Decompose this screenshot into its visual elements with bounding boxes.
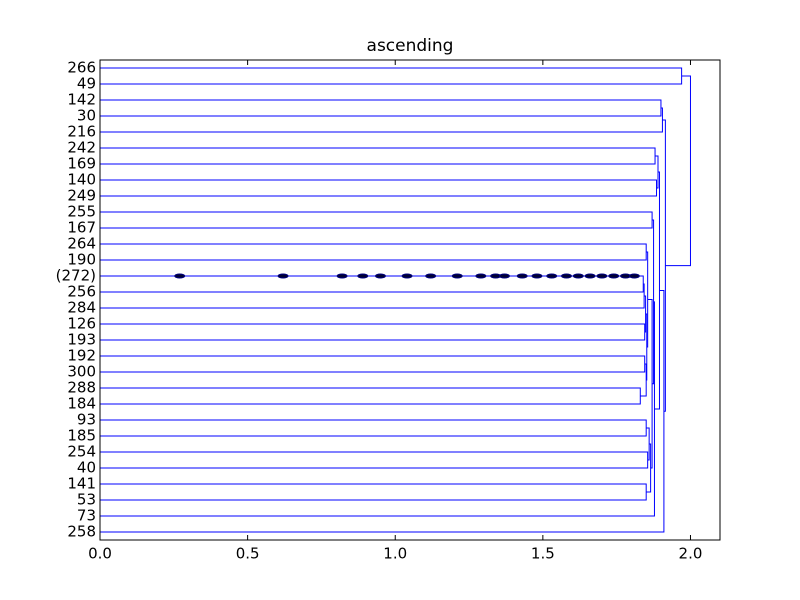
contraction-mark <box>498 273 510 279</box>
contraction-mark <box>560 273 572 279</box>
link <box>665 75 691 267</box>
leaf-label: 169 <box>67 155 96 173</box>
leaf-label: (272) <box>56 267 96 285</box>
leaf-label: 49 <box>77 75 96 93</box>
leaf-label: 167 <box>67 219 96 237</box>
link <box>654 171 660 410</box>
contraction-mark <box>336 273 348 279</box>
link <box>647 299 653 469</box>
contraction-mark <box>584 273 596 279</box>
link <box>640 363 647 397</box>
contraction-mark <box>475 273 487 279</box>
leaf-label: 284 <box>67 299 96 317</box>
contraction-mark <box>277 273 289 279</box>
leaf-label: 141 <box>67 475 96 493</box>
leaf-label: 242 <box>67 139 96 157</box>
leaf-label: 258 <box>67 523 96 541</box>
leaf-label: 140 <box>67 171 96 189</box>
leaf-label: 249 <box>67 187 96 205</box>
link <box>652 219 655 385</box>
link <box>100 99 662 117</box>
leaf-label: 142 <box>67 91 96 109</box>
leaf-label: 40 <box>77 459 96 477</box>
leaf-label: 256 <box>67 283 96 301</box>
x-tick-label: 2.0 <box>679 545 703 563</box>
link <box>100 301 655 517</box>
leaf-label: 53 <box>77 491 96 509</box>
x-tick-label: 1.0 <box>383 545 407 563</box>
link <box>100 211 653 229</box>
leaf-label: 30 <box>77 107 96 125</box>
leaf-label: 255 <box>67 203 96 221</box>
leaf-label: 185 <box>67 427 96 445</box>
leaf-label: 93 <box>77 411 96 429</box>
link <box>100 355 646 373</box>
link <box>100 483 647 501</box>
leaf-label: 193 <box>67 331 96 349</box>
contraction-mark <box>451 273 463 279</box>
x-tick-label: 0.5 <box>236 545 260 563</box>
contraction-mark <box>174 273 186 279</box>
link <box>100 275 644 293</box>
leaf-label: 266 <box>67 59 96 77</box>
contraction-mark <box>401 273 413 279</box>
leaf-label: 216 <box>67 123 96 141</box>
contraction-mark <box>572 273 584 279</box>
plot-frame <box>99 59 721 541</box>
contraction-mark <box>357 273 369 279</box>
contraction-mark <box>531 273 543 279</box>
leaf-label: 254 <box>67 443 96 461</box>
link <box>100 323 646 341</box>
leaf-label: 126 <box>67 315 96 333</box>
x-tick-label: 1.5 <box>531 545 555 563</box>
contraction-mark <box>374 273 386 279</box>
link <box>100 243 647 261</box>
leaf-label: 184 <box>67 395 96 413</box>
contraction-mark <box>546 273 558 279</box>
x-tick-label: 0.0 <box>88 545 112 563</box>
link <box>100 419 647 437</box>
leaf-label: 288 <box>67 379 96 397</box>
contraction-mark <box>596 273 608 279</box>
contraction-mark <box>425 273 437 279</box>
contraction-mark <box>608 273 620 279</box>
leaf-label: 73 <box>77 507 96 525</box>
leaf-label: 192 <box>67 347 96 365</box>
chart-title: ascending <box>367 36 454 56</box>
leaf-label: 190 <box>67 251 96 269</box>
contraction-mark <box>628 273 640 279</box>
leaf-label: 264 <box>67 235 96 253</box>
contraction-mark <box>516 273 528 279</box>
leaf-label: 300 <box>67 363 96 381</box>
